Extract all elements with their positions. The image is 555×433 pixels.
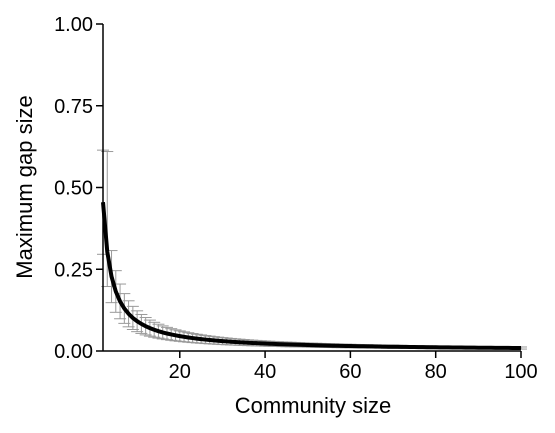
x-tick-label: 60 (339, 361, 361, 383)
mean-curve (101, 202, 522, 351)
x-axis-title: Community size (235, 393, 391, 418)
y-tick-label: 0.25 (54, 259, 93, 281)
x-tick-label: 40 (254, 361, 276, 383)
y-tick-label: 0.00 (54, 341, 93, 363)
y-tick-label: 0.75 (54, 96, 93, 118)
y-ticks: 0.00 0.25 0.50 0.75 1.00 (54, 14, 103, 363)
y-tick-label: 0.50 (54, 178, 93, 200)
x-tick-label: 80 (425, 361, 447, 383)
y-axis-title: Maximum gap size (12, 95, 37, 278)
x-ticks: 20 40 60 80 100 (169, 351, 538, 383)
error-bars (97, 149, 527, 350)
x-tick-label: 100 (504, 361, 537, 383)
x-tick-label: 20 (169, 361, 191, 383)
y-tick-label: 1.00 (54, 14, 93, 36)
